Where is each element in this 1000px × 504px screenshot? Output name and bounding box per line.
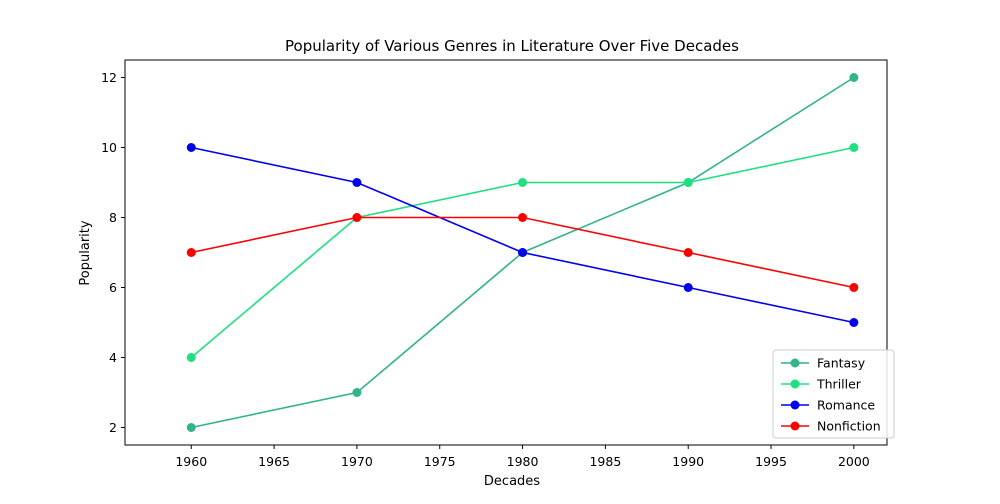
y-tick-label: 6 [109, 280, 117, 295]
data-point-nonfiction [352, 213, 362, 222]
data-point-thriller [683, 178, 693, 187]
legend-marker [790, 421, 800, 431]
data-point-nonfiction [683, 248, 693, 257]
y-tick-label: 4 [109, 350, 117, 365]
data-point-thriller [849, 143, 859, 152]
y-tick-label: 10 [101, 140, 117, 155]
data-point-romance [352, 178, 362, 187]
x-axis-label: Decades [484, 474, 540, 489]
x-tick-label: 1975 [424, 454, 456, 469]
legend: Fantasy Thriller Romance Nonfiction [772, 349, 895, 439]
y-tick-label: 12 [101, 70, 117, 85]
y-axis: 2 4 6 8 10 12 [101, 70, 125, 435]
legend-label: Romance [817, 398, 875, 413]
x-tick-label: 1985 [589, 454, 621, 469]
y-tick-label: 8 [109, 210, 117, 225]
x-tick-label: 1995 [755, 454, 787, 469]
data-point-fantasy [849, 73, 859, 82]
data-point-thriller [518, 178, 528, 187]
data-point-romance [518, 248, 528, 257]
legend-marker [790, 379, 800, 389]
data-point-romance [683, 283, 693, 292]
series-layer [186, 73, 859, 432]
data-point-nonfiction [849, 283, 859, 292]
x-tick-label: 1965 [258, 454, 290, 469]
legend-label: Fantasy [817, 356, 866, 371]
x-axis: 1960 1965 1970 1975 1980 1985 1990 1995 2000 [175, 445, 870, 469]
data-point-fantasy [186, 423, 196, 432]
chart-title: Popularity of Various Genres in Literatu… [285, 37, 739, 55]
data-point-fantasy [352, 388, 362, 397]
data-point-nonfiction [518, 213, 528, 222]
x-tick-label: 2000 [838, 454, 870, 469]
data-point-romance [849, 318, 859, 327]
x-tick-label: 1980 [507, 454, 539, 469]
data-point-thriller [186, 353, 196, 362]
legend-box [772, 349, 895, 439]
data-point-nonfiction [186, 248, 196, 257]
legend-marker [790, 400, 800, 410]
x-tick-label: 1960 [175, 454, 207, 469]
series-line-romance [191, 146, 855, 324]
y-axis-label: Popularity [78, 220, 93, 285]
x-tick-label: 1970 [341, 454, 373, 469]
legend-label: Thriller [816, 377, 862, 392]
legend-marker [790, 358, 800, 368]
plot-area [124, 59, 888, 446]
legend-label: Nonfiction [817, 419, 881, 434]
y-tick-label: 2 [109, 420, 117, 435]
x-tick-label: 1990 [672, 454, 704, 469]
data-point-romance [186, 143, 196, 152]
